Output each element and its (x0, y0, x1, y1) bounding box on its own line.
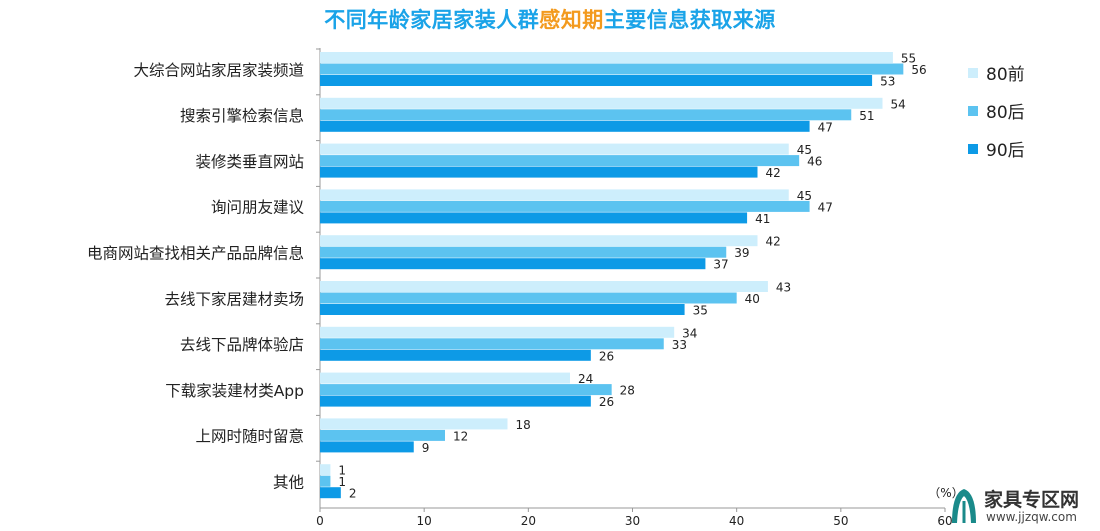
bar (320, 281, 768, 292)
value-label: 12 (453, 429, 468, 443)
bar (320, 384, 612, 396)
bar (320, 487, 341, 499)
category-label: 装修类垂直网站 (195, 153, 304, 171)
value-label: 34 (682, 326, 697, 340)
bar (320, 304, 685, 315)
value-label: 43 (776, 281, 791, 295)
bar (320, 246, 727, 258)
title-highlight: 感知期 (539, 8, 604, 32)
category-label: 其他 (273, 473, 304, 491)
bar (320, 166, 758, 178)
value-label: 45 (797, 189, 812, 203)
x-unit-label: （%） (928, 486, 963, 500)
legend-label: 80前 (986, 65, 1025, 85)
value-label: 2 (349, 487, 357, 501)
value-label: 51 (859, 109, 874, 123)
value-label: 26 (599, 395, 614, 409)
x-tick-label: 10 (417, 514, 432, 528)
bar (320, 63, 904, 75)
category-label: 大综合网站家居家装频道 (133, 61, 304, 79)
bar (320, 441, 414, 453)
category-label: 电商网站查找相关产品品牌信息 (87, 244, 304, 262)
bar (320, 292, 737, 304)
category-label: 下载家装建材类App (165, 382, 304, 400)
bar (320, 338, 664, 350)
value-label: 18 (516, 418, 531, 432)
x-tick-label: 0 (316, 514, 324, 528)
bar (320, 464, 331, 476)
value-label: 47 (818, 120, 833, 134)
value-label: 55 (901, 52, 916, 66)
value-label: 26 (599, 349, 614, 363)
category-label: 去线下家居建材卖场 (164, 290, 304, 308)
bar (320, 52, 893, 63)
bar (320, 120, 810, 132)
value-label: 28 (620, 384, 635, 398)
value-label: 42 (766, 166, 781, 180)
category-label: 询问朋友建议 (211, 199, 305, 217)
value-label: 46 (807, 155, 822, 169)
bar (320, 200, 810, 212)
bar (320, 189, 789, 201)
site-watermark: 家具专区网 www.jjzqw.com (944, 485, 1094, 527)
value-label: 35 (693, 304, 708, 318)
bar (320, 475, 331, 487)
watermark-url: www.jjzqw.com (986, 510, 1077, 524)
value-label: 56 (911, 63, 926, 77)
value-label: 1 (338, 464, 346, 478)
legend-swatch (968, 106, 978, 116)
category-label: 搜索引擎检索信息 (180, 107, 304, 125)
value-label: 9 (422, 441, 430, 455)
value-label: 53 (880, 75, 895, 89)
value-label: 47 (818, 200, 833, 214)
bar (320, 97, 883, 109)
bar (320, 349, 591, 361)
legend-label: 80后 (986, 103, 1025, 123)
bar (320, 418, 508, 430)
value-label: 39 (734, 246, 749, 260)
watermark-name: 家具专区网 (984, 489, 1080, 511)
chart-title: 不同年龄家居家装人群感知期主要信息获取来源 (0, 4, 1100, 34)
x-tick-label: 60 (937, 514, 952, 528)
legend-label: 90后 (986, 141, 1025, 161)
x-tick-label: 30 (625, 514, 640, 528)
bar (320, 372, 570, 384)
value-label: 33 (672, 338, 687, 352)
bar (320, 75, 873, 86)
bar (320, 212, 748, 224)
bar (320, 395, 591, 407)
value-label: 40 (745, 292, 760, 306)
bar (320, 143, 789, 155)
category-label: 去线下品牌体验店 (180, 336, 304, 354)
bar (320, 429, 445, 441)
x-tick-label: 20 (521, 514, 536, 528)
bar (320, 326, 675, 338)
value-label: 24 (578, 372, 593, 386)
category-label: 上网时随时留意 (195, 427, 304, 446)
x-tick-label: 50 (833, 514, 848, 528)
value-label: 37 (713, 258, 728, 272)
bar (320, 109, 852, 121)
legend-swatch (968, 68, 978, 78)
x-tick-label: 40 (729, 514, 744, 528)
site-logo-icon (952, 489, 976, 523)
title-part-1: 不同年龄家居家装人群 (324, 8, 540, 32)
value-label: 45 (797, 143, 812, 157)
value-label: 42 (766, 235, 781, 249)
value-label: 41 (755, 212, 770, 226)
bar (320, 258, 706, 270)
title-part-2: 主要信息获取来源 (603, 8, 776, 32)
bar (320, 235, 758, 247)
legend-swatch (968, 144, 978, 154)
value-label: 54 (891, 97, 906, 111)
bar (320, 155, 800, 167)
value-label: 1 (338, 475, 346, 489)
